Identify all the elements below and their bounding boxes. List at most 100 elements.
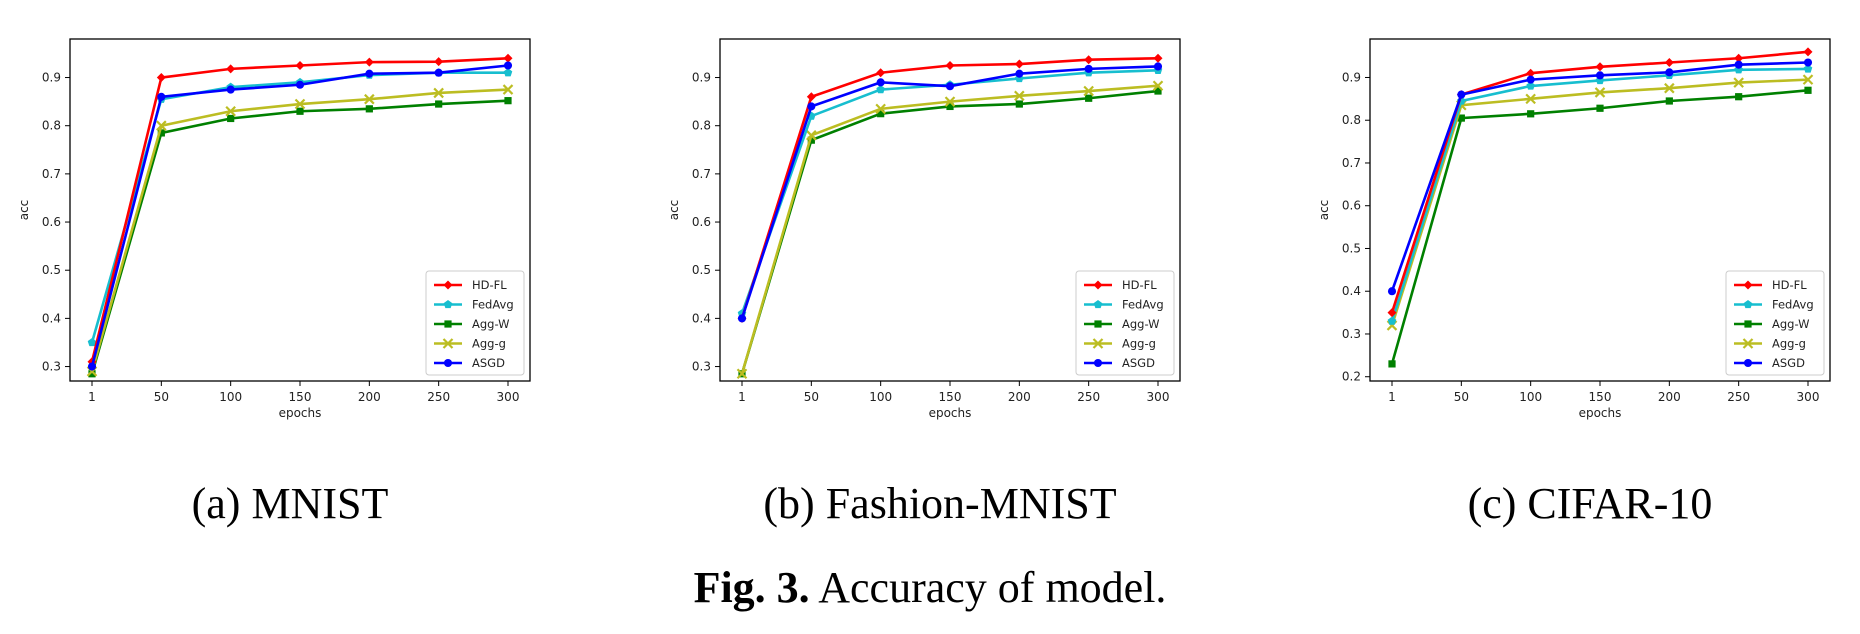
data-point [1664, 58, 1674, 68]
series-agg-g [86, 84, 514, 377]
series-asgd [87, 61, 513, 371]
data-point [1526, 68, 1536, 78]
x-tick-label: 300 [497, 390, 520, 404]
y-axis-label: acc [17, 200, 31, 221]
chart-svg: 0.30.40.50.60.70.80.91 50 100 150 200 250 300e… [667, 38, 1181, 420]
x-tick-label: 50 [1454, 390, 1469, 404]
data-point [295, 80, 305, 89]
y-tick-label: 0.4 [692, 311, 711, 325]
subcaption-cifar10: (c) CIFAR-10 [1467, 479, 1713, 528]
x-axis-label: epochs [1579, 406, 1622, 420]
data-point [875, 103, 886, 115]
y-tick-label: 0.5 [692, 263, 711, 277]
legend: HD-FL FedAvg Agg-W Agg-g ASGD [1725, 270, 1825, 376]
data-point [1734, 53, 1744, 63]
data-point [504, 97, 512, 105]
series-agg-g [736, 80, 1164, 380]
data-point [1665, 68, 1674, 77]
legend-label: ASGD [472, 356, 505, 370]
data-point [227, 114, 235, 123]
data-point [296, 107, 304, 115]
legend-marker [1093, 300, 1103, 309]
legend-box [1725, 270, 1825, 376]
subcaption-mnist: (a) MNIST [191, 479, 389, 528]
y-axis-label: acc [667, 200, 681, 221]
data-point [1803, 47, 1813, 57]
data-point [945, 82, 955, 91]
data-point [1803, 64, 1813, 73]
x-tick-label: 150 [1589, 390, 1612, 404]
x-tick-label: 50 [154, 390, 169, 404]
legend-marker [1742, 338, 1754, 349]
legend-label: Agg-W [472, 317, 510, 331]
data-point [945, 60, 955, 70]
y-axis-label: acc [1317, 200, 1331, 221]
chart-panel-fashion-mnist: 0.3 0.4 0.5 0.6 0.7 0.8 0.9 1 50 100 150 200 250 300 e… [650, 25, 1250, 435]
data-point [1387, 287, 1397, 296]
data-point [503, 53, 513, 63]
y-tick-label: 0.7 [42, 167, 61, 181]
data-point [807, 136, 815, 144]
data-point [806, 130, 817, 141]
legend-marker [443, 280, 453, 290]
data-point [1014, 59, 1024, 69]
data-point [226, 64, 236, 74]
data-point [1153, 53, 1163, 63]
y-tick-label: 0.4 [42, 311, 61, 325]
data-point [1595, 71, 1605, 80]
x-tick-label: 250 [1727, 390, 1750, 404]
data-point [1596, 104, 1604, 112]
legend-label: ASGD [1772, 356, 1805, 370]
legend-marker [443, 300, 453, 309]
data-point [1457, 114, 1465, 122]
data-point [87, 362, 97, 371]
data-point [1388, 360, 1396, 368]
data-point [365, 69, 374, 78]
subcaption-fashion-mnist: (b) Fashion-MNIST [763, 479, 1117, 528]
y-tick-label: 0.9 [692, 71, 711, 85]
x-tick-label: 150 [289, 390, 312, 404]
data-point [364, 93, 375, 105]
y-tick-label: 0.9 [42, 71, 61, 85]
y-tick-label: 0.3 [42, 360, 61, 374]
data-point [1526, 75, 1535, 84]
data-point [294, 98, 306, 110]
legend-marker [442, 338, 454, 349]
data-point [1015, 100, 1023, 108]
data-point [1802, 74, 1814, 85]
data-point [365, 105, 373, 113]
figure-caption: Fig. 3. Accuracy of model. [0, 562, 1860, 613]
data-point [806, 92, 816, 102]
legend-marker [1093, 358, 1103, 368]
data-point [1525, 93, 1536, 105]
data-point [877, 110, 885, 118]
legend-label: HD-FL [1772, 278, 1807, 292]
legend-label: Agg-g [1122, 337, 1156, 351]
legend-label: FedAvg [1122, 298, 1164, 312]
data-point [156, 73, 166, 83]
y-tick-label: 0.6 [1342, 199, 1361, 213]
y-tick-label: 0.9 [1342, 70, 1361, 84]
y-tick-label: 0.6 [692, 215, 711, 229]
data-point [1154, 87, 1162, 95]
chart-svg: 0.20.30.40.50.60.70.80.91 50 100 150 200 250 3… [1317, 38, 1831, 420]
x-tick-label: 250 [1077, 390, 1100, 404]
data-point [1084, 64, 1093, 73]
y-tick-label: 0.7 [692, 167, 711, 181]
series-agg-w [88, 97, 512, 378]
x-tick-label: 250 [427, 390, 450, 404]
legend-label: FedAvg [1772, 298, 1814, 312]
x-tick-label: 1 [88, 390, 96, 404]
data-point [1734, 60, 1743, 69]
data-point [1387, 316, 1397, 325]
y-tick-label: 0.2 [1342, 370, 1361, 384]
data-point [1804, 86, 1812, 94]
x-tick-label: 200 [1658, 390, 1681, 404]
data-point [1083, 85, 1094, 97]
legend-marker [1092, 338, 1104, 349]
legend: HD-FL FedAvg Agg-W Agg-g ASGD [1075, 270, 1175, 376]
x-tick-label: 100 [1519, 390, 1542, 404]
data-point [1803, 58, 1813, 67]
x-axis-label: epochs [279, 406, 322, 420]
y-tick-label: 0.6 [42, 215, 61, 229]
